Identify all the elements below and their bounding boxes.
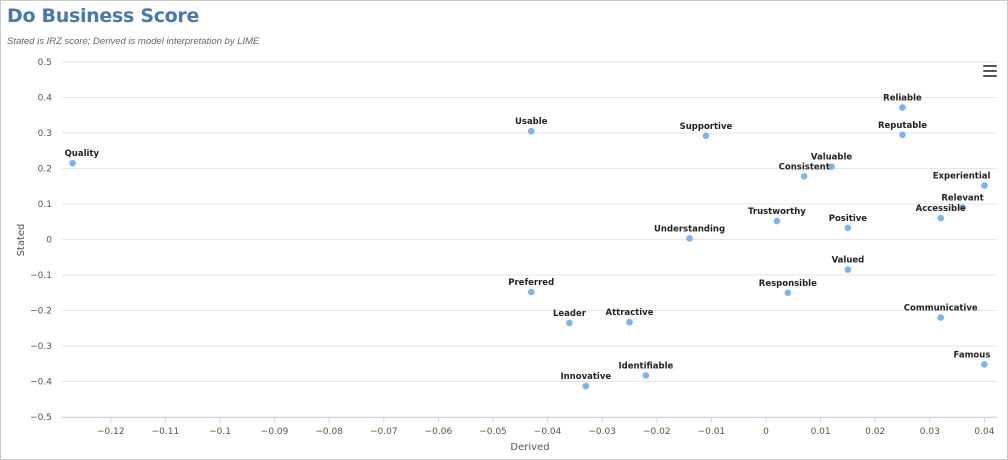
y-tick-label: 0 xyxy=(46,236,52,246)
scatter-point[interactable] xyxy=(937,214,945,222)
point-label: Responsible xyxy=(759,279,817,289)
scatter-point[interactable] xyxy=(686,235,693,242)
x-tick-label: −0.04 xyxy=(534,427,562,437)
point-label: Supportive xyxy=(680,122,733,132)
point-label: Quality xyxy=(65,149,100,159)
point-label: Attractive xyxy=(606,308,654,318)
x-tick-label: 0.02 xyxy=(865,427,885,437)
scatter-point[interactable] xyxy=(937,314,945,321)
point-label: Communicative xyxy=(904,304,978,314)
y-tick-label: −0.2 xyxy=(30,307,52,317)
scatter-point[interactable] xyxy=(981,182,988,189)
scatter-point[interactable] xyxy=(981,361,988,368)
y-tick-label: −0.1 xyxy=(30,271,52,281)
scatter-point[interactable] xyxy=(899,104,906,111)
point-label: Valued xyxy=(832,256,865,266)
x-tick-label: −0.09 xyxy=(261,427,289,437)
x-tick-label: −0.07 xyxy=(370,427,398,437)
chart-title: Do Business Score xyxy=(7,5,200,27)
scatter-point[interactable] xyxy=(899,131,906,139)
x-tick-label: −0.08 xyxy=(315,427,343,437)
x-tick-label: 0.04 xyxy=(974,427,994,437)
scatter-point[interactable] xyxy=(642,372,650,379)
hamburger-menu-icon[interactable] xyxy=(983,65,997,77)
data-labels: Quality Usable Supportive Reliable Reputable… xyxy=(65,93,991,382)
point-label: Consistent xyxy=(779,162,830,172)
point-label: Leader xyxy=(553,309,587,319)
point-label: Reliable xyxy=(883,93,922,103)
point-label: Reputable xyxy=(878,121,927,131)
point-label: Identifiable xyxy=(618,361,673,371)
y-tick-label: 0.3 xyxy=(38,129,52,139)
x-axis: −0.12 −0.11 −0.1 −0.09 −0.08 −0.07 −0.06 −0.05 −… xyxy=(62,417,997,437)
y-tick-label: −0.4 xyxy=(30,378,52,388)
scatter-point[interactable] xyxy=(784,289,792,297)
point-label: Understanding xyxy=(654,224,725,234)
x-tick-label: −0.02 xyxy=(643,427,671,437)
point-label: Trustworthy xyxy=(748,207,806,217)
point-label: Usable xyxy=(515,117,548,127)
y-tick-label: 0.4 xyxy=(38,94,53,104)
scatter-point[interactable] xyxy=(566,319,573,327)
scatter-point[interactable] xyxy=(844,266,852,273)
scatter-point[interactable] xyxy=(626,318,633,326)
scatter-point[interactable] xyxy=(69,159,76,167)
x-tick-label: −0.06 xyxy=(425,427,453,437)
x-tick-label: 0.03 xyxy=(920,427,940,437)
y-axis: 0.5 0.4 0.3 0.2 0.1 0 −0.1 −0.2 −0.3 −0.4 −0.5 xyxy=(30,58,52,423)
scatter-point[interactable] xyxy=(702,132,710,140)
x-tick-label: −0.11 xyxy=(152,427,180,437)
scatter-point[interactable] xyxy=(959,204,966,211)
scatter-point[interactable] xyxy=(828,163,835,171)
point-label: Innovative xyxy=(560,372,611,382)
point-label: Experiential xyxy=(933,172,991,182)
point-label: Famous xyxy=(954,350,991,360)
chart-subtitle: Stated is IRZ score; Derived is model in… xyxy=(7,36,260,47)
point-label: Relevant xyxy=(941,194,983,204)
scatter-point[interactable] xyxy=(844,224,852,232)
y-tick-label: 0.5 xyxy=(38,58,52,68)
y-tick-label: 0.1 xyxy=(38,200,52,210)
x-tick-label: −0.05 xyxy=(479,427,507,437)
x-tick-label: −0.12 xyxy=(97,427,125,437)
y-tick-label: −0.3 xyxy=(30,342,52,352)
scatter-point[interactable] xyxy=(800,173,808,180)
scatter-point[interactable] xyxy=(527,288,535,296)
x-tick-label: 0.01 xyxy=(811,427,831,437)
scatter-point[interactable] xyxy=(773,217,781,225)
y-tick-label: −0.5 xyxy=(30,413,52,423)
data-points xyxy=(69,104,988,390)
y-tick-label: 0.2 xyxy=(38,165,52,175)
x-tick-label: −0.01 xyxy=(698,427,726,437)
x-axis-title: Derived xyxy=(510,442,549,453)
point-label: Positive xyxy=(829,214,868,224)
x-tick-label: −0.1 xyxy=(209,427,231,437)
x-tick-label: −0.03 xyxy=(588,427,616,437)
y-axis-title: Stated xyxy=(16,224,27,257)
point-label: Preferred xyxy=(508,278,554,288)
grid-lines xyxy=(62,61,997,418)
x-tick-label: 0 xyxy=(763,427,769,437)
scatter-point[interactable] xyxy=(582,382,590,390)
point-label: Accessible xyxy=(916,204,966,214)
point-label: Valuable xyxy=(811,153,853,163)
scatter-point[interactable] xyxy=(527,127,535,135)
